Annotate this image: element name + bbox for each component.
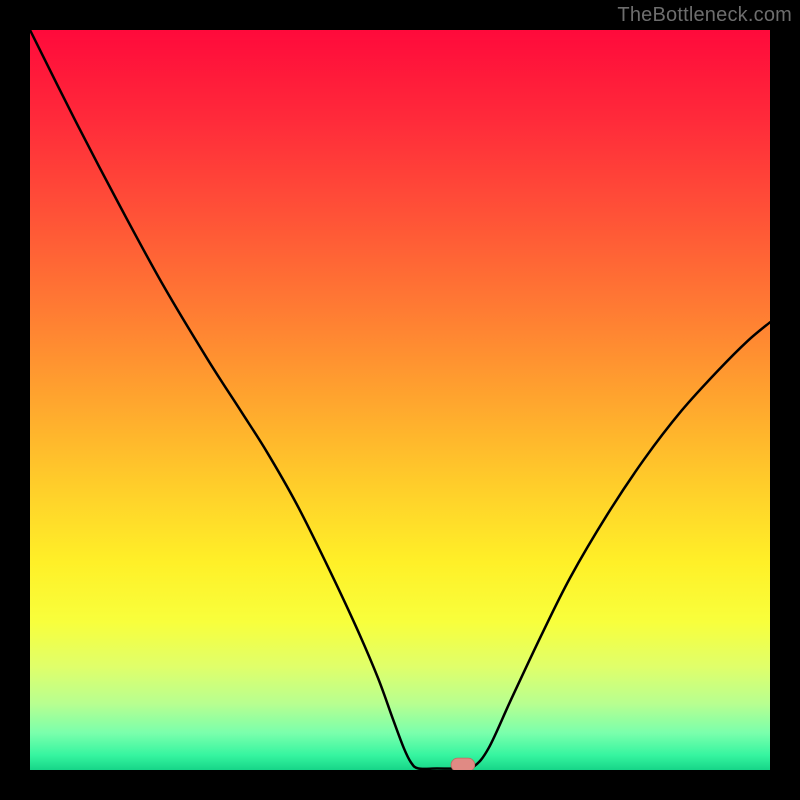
gradient-background xyxy=(30,30,770,770)
attribution-text: TheBottleneck.com xyxy=(617,4,792,27)
optimal-marker xyxy=(451,758,475,770)
chart-frame: TheBottleneck.com xyxy=(0,0,800,800)
plot-area xyxy=(30,30,770,770)
plot-svg xyxy=(30,30,770,770)
